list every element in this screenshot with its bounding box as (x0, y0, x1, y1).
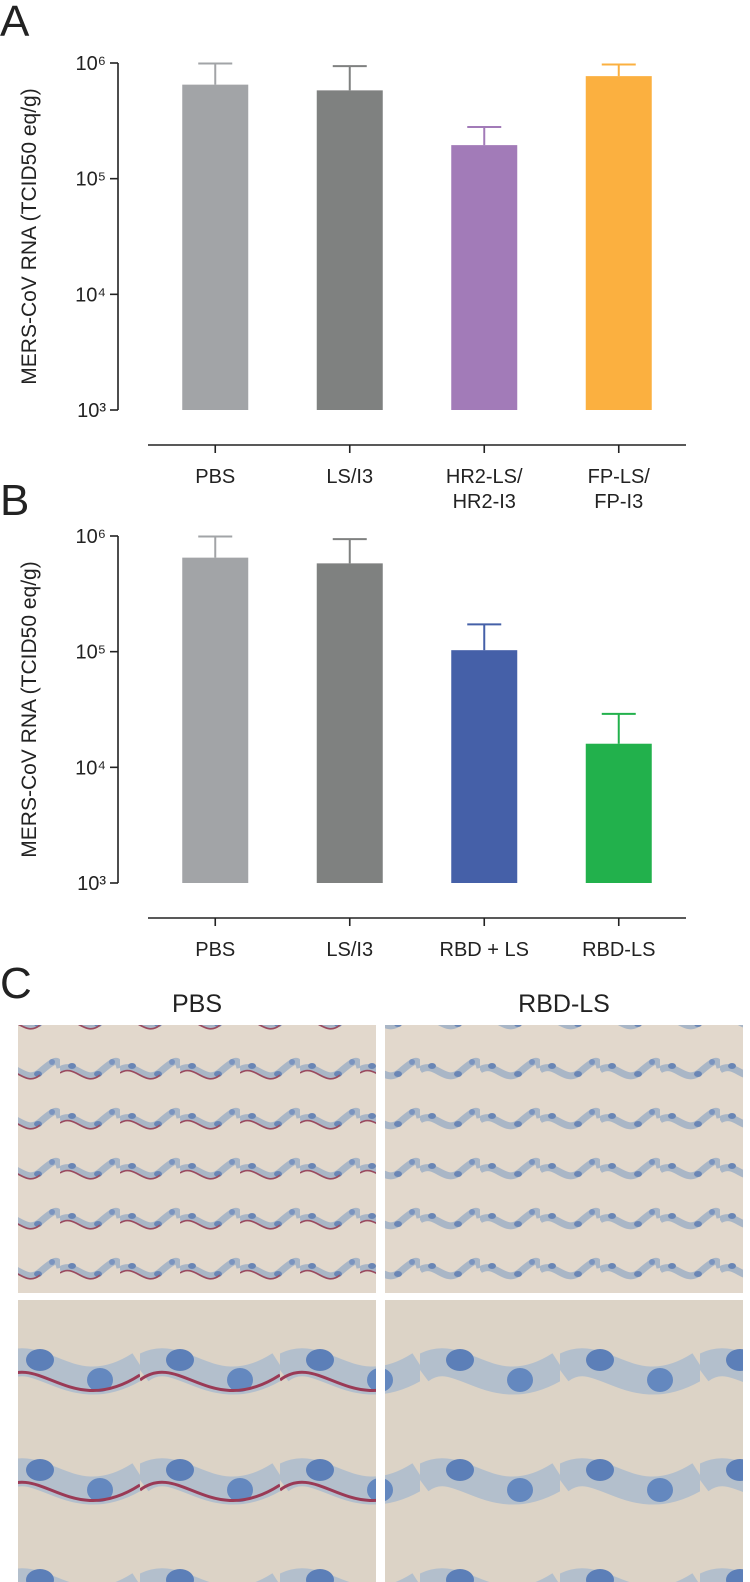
x-tick-label: RBD + LS (440, 939, 529, 961)
y-tick-label: 10⁶ (76, 526, 106, 548)
micrograph (18, 1300, 376, 1582)
x-tick-label: PBS (195, 466, 235, 488)
x-tick-label: PBS (195, 939, 235, 961)
bar (585, 743, 652, 883)
x-tick-label: LS/I3 (326, 939, 373, 961)
bar (182, 84, 249, 411)
y-axis-label: MERS-CoV RNA (TCID50 eq/g) (18, 561, 41, 857)
x-tick-label: RBD-LS (582, 939, 655, 961)
bar (182, 557, 249, 883)
x-tick-label: HR2-LS/HR2-I3 (446, 466, 523, 513)
y-tick-label: 10⁵ (75, 642, 106, 664)
micrograph-title: RBD-LS (518, 990, 610, 1018)
y-tick-label: 10³ (77, 873, 106, 895)
bar (451, 145, 518, 410)
panel-label: B (0, 476, 29, 525)
y-tick-label: 10⁴ (75, 284, 106, 306)
x-tick-label: FP-LS/FP-I3 (588, 466, 651, 513)
y-tick-label: 10⁶ (76, 53, 106, 75)
micrograph (385, 1025, 743, 1293)
y-tick-label: 10⁴ (75, 757, 106, 779)
y-axis-label: MERS-CoV RNA (TCID50 eq/g) (18, 88, 41, 384)
panel-label: C (0, 959, 32, 1008)
y-tick-label: 10³ (77, 400, 106, 422)
micrograph (385, 1300, 743, 1582)
panel-label: A (0, 0, 30, 46)
bar (316, 563, 383, 883)
y-tick-label: 10⁵ (75, 169, 106, 191)
bar (316, 90, 383, 410)
micrograph (18, 1025, 376, 1293)
bar (585, 76, 652, 410)
x-tick-label: LS/I3 (326, 466, 373, 488)
micrograph-title: PBS (172, 990, 222, 1018)
bar (451, 650, 518, 883)
